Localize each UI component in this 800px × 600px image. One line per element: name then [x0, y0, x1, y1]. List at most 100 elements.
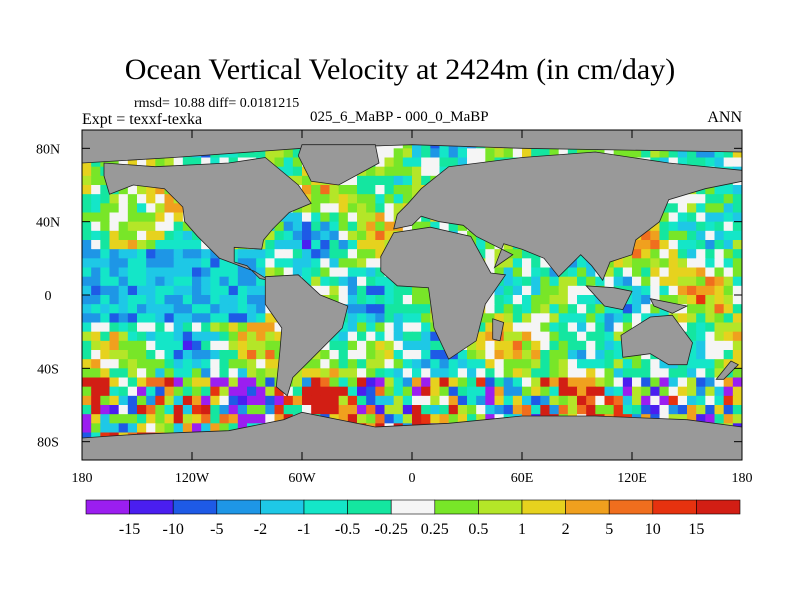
ocean-cell	[375, 212, 386, 223]
ocean-cell	[311, 386, 321, 397]
ocean-cell	[137, 386, 147, 397]
ocean-cell	[586, 322, 596, 333]
ocean-cell	[164, 157, 175, 168]
ocean-cell	[558, 148, 569, 159]
ocean-cell	[375, 276, 386, 287]
ocean-cell	[549, 313, 560, 324]
ocean-cell	[641, 386, 651, 397]
ocean-cell	[595, 359, 606, 369]
ocean-cell	[622, 276, 633, 287]
ocean-cell	[357, 175, 367, 186]
ocean-cell	[338, 395, 349, 406]
ocean-cell	[476, 340, 486, 351]
colorbar-swatch	[390, 499, 436, 515]
ocean-cell	[347, 340, 358, 351]
ocean-cell	[402, 295, 413, 305]
ocean-cell	[567, 395, 578, 406]
ocean-cell	[91, 203, 101, 214]
ocean-cell	[687, 377, 697, 388]
ocean-cell	[155, 350, 166, 360]
ocean-cell	[237, 249, 248, 259]
ocean-cell	[687, 212, 697, 223]
ocean-cell	[366, 230, 376, 241]
ocean-cell	[173, 249, 184, 259]
ocean-cell	[567, 285, 578, 296]
ocean-cell	[311, 368, 321, 379]
ocean-cell	[201, 157, 211, 168]
ocean-cell	[302, 230, 312, 241]
ocean-cell	[531, 377, 541, 388]
ocean-cell	[613, 331, 624, 342]
ocean-cell	[476, 249, 486, 259]
colorbar-label: -10	[163, 521, 184, 538]
ocean-cell	[384, 148, 395, 159]
ocean-cell	[146, 258, 156, 269]
ocean-cell	[659, 212, 670, 223]
ocean-cell	[641, 295, 651, 305]
ocean-cell	[100, 386, 111, 397]
ocean-cell	[402, 322, 413, 333]
ocean-cell	[164, 340, 175, 351]
ocean-cell	[668, 249, 679, 259]
ocean-cell	[127, 185, 138, 195]
ocean-cell	[338, 340, 349, 351]
x-tick-label: 180	[72, 471, 93, 486]
ocean-cell	[91, 258, 101, 269]
ocean-cell	[650, 230, 661, 241]
ocean-cell	[173, 258, 184, 269]
ocean-cell	[402, 313, 413, 324]
ocean-cell	[467, 350, 477, 360]
ocean-cell	[137, 249, 147, 259]
ocean-cell	[173, 267, 184, 278]
ocean-cell	[577, 304, 587, 314]
ocean-cell	[613, 405, 624, 415]
ocean-cell	[375, 414, 386, 424]
ocean-cell	[549, 395, 560, 406]
ocean-cell	[146, 267, 156, 278]
ocean-cell	[366, 212, 376, 223]
ocean-cell	[567, 276, 578, 287]
ocean-cell	[485, 368, 496, 379]
ocean-cell	[155, 359, 166, 369]
ocean-cell	[430, 331, 441, 342]
ocean-cell	[393, 359, 404, 369]
ocean-cell	[219, 405, 230, 415]
ocean-cell	[256, 322, 266, 333]
ocean-cell	[292, 267, 303, 278]
ocean-cell	[723, 350, 734, 360]
ocean-cell	[274, 322, 285, 333]
ocean-cell	[531, 350, 541, 360]
ocean-cell	[393, 350, 404, 360]
ocean-cell	[421, 166, 431, 177]
ocean-cell	[586, 267, 596, 278]
ocean-cell	[558, 377, 569, 388]
ocean-cell	[302, 240, 312, 250]
ocean-cell	[366, 359, 376, 369]
ocean-cell	[173, 386, 184, 397]
ocean-cell	[540, 359, 551, 369]
ocean-cell	[164, 395, 175, 406]
ocean-cell	[696, 285, 706, 296]
colorbar-swatch	[303, 499, 348, 515]
ocean-cell	[109, 194, 120, 204]
ocean-cell	[412, 322, 422, 333]
ocean-cell	[531, 304, 541, 314]
ocean-cell	[476, 414, 486, 424]
ocean-cell	[632, 359, 642, 369]
ocean-cell	[567, 313, 578, 324]
ocean-cell	[155, 313, 166, 324]
ocean-cell	[100, 331, 111, 342]
ocean-cell	[393, 414, 404, 424]
ocean-cell	[393, 322, 404, 333]
ocean-cell	[522, 340, 532, 351]
ocean-cell	[375, 267, 386, 278]
ocean-cell	[82, 258, 92, 269]
ocean-cell	[503, 368, 514, 379]
ocean-cell	[696, 377, 706, 388]
ocean-cell	[503, 405, 514, 415]
ocean-cell	[302, 185, 312, 195]
ocean-cell	[338, 249, 349, 259]
ocean-cell	[549, 322, 560, 333]
ocean-cell	[567, 405, 578, 415]
ocean-cell	[687, 221, 697, 232]
